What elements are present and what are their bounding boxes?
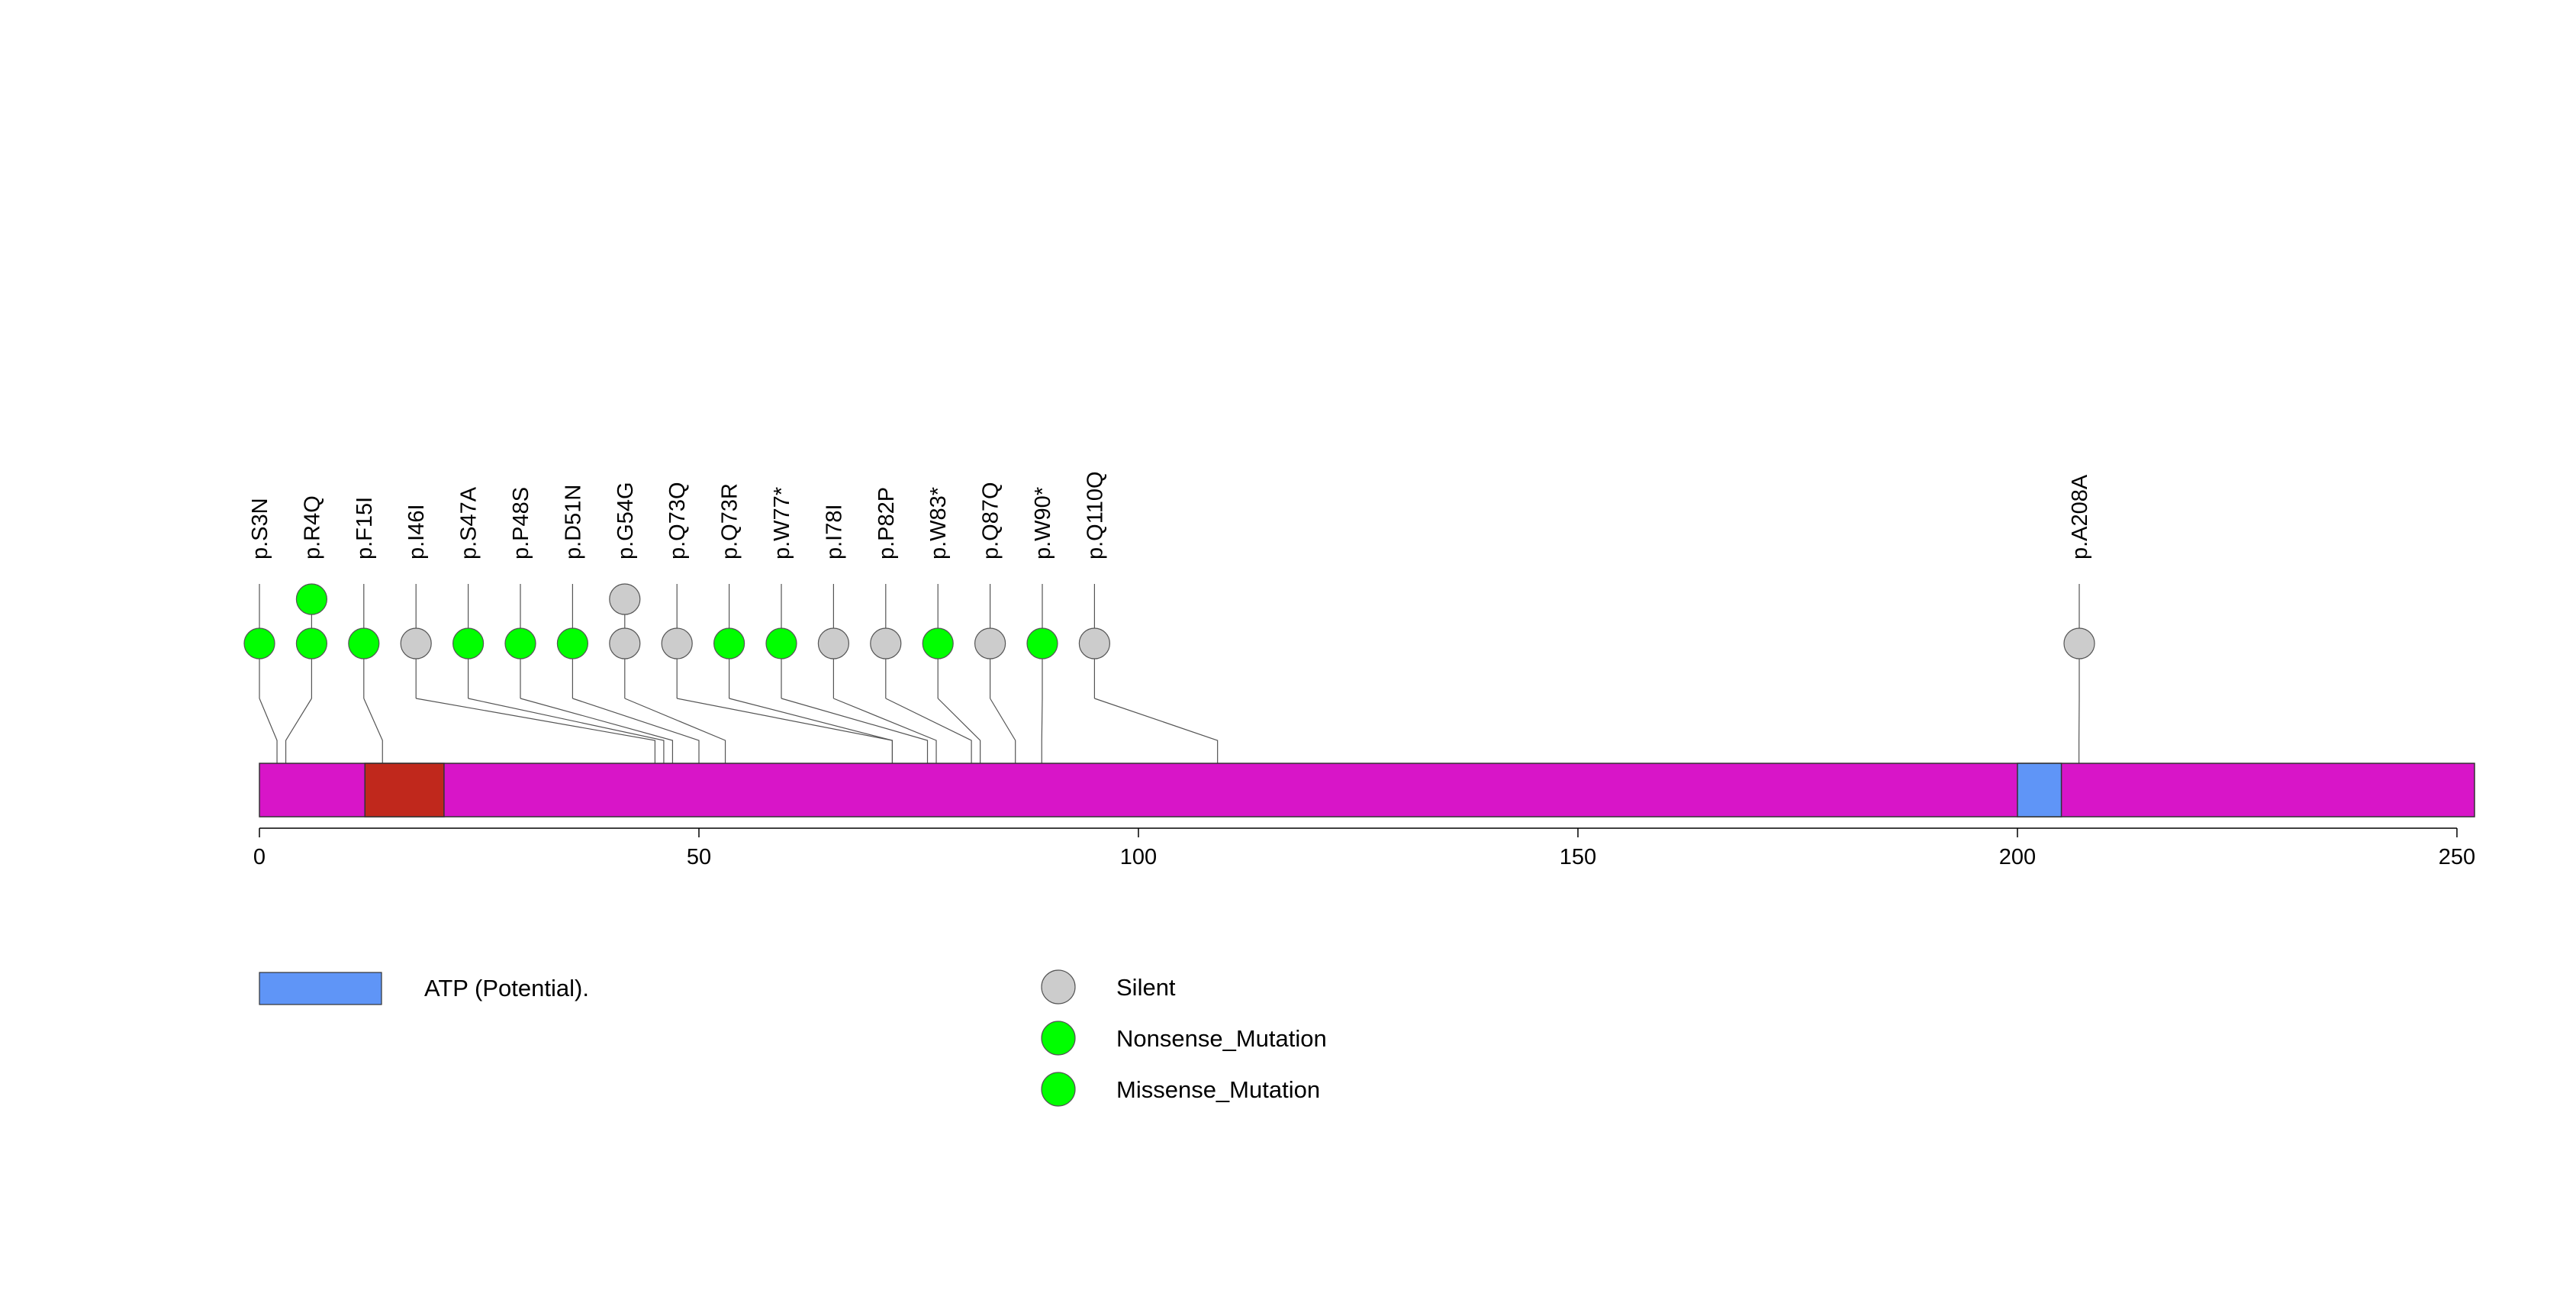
mutation-dot-13-0 — [922, 627, 954, 660]
mutation-lollipops — [243, 583, 2095, 660]
mutation-dot-1-1 — [295, 583, 327, 615]
legend-mutation-dot-1 — [1041, 1021, 1076, 1056]
mutation-dot-11-0 — [817, 627, 850, 660]
mutation-label-0: p.S3N — [248, 498, 272, 560]
mutation-label-4: p.S47A — [457, 486, 481, 560]
x-axis: 0 50 100 150 200 250 — [253, 827, 2475, 869]
mutation-dot-14-0 — [974, 627, 1006, 660]
protein-backbone — [259, 763, 2475, 818]
mutation-dot-10-0 — [765, 627, 797, 660]
mutation-label-5: p.P48S — [509, 487, 533, 560]
mutation-dot-16-0 — [1078, 627, 1111, 660]
mutation-labels: p.S3N p.R4Q p.F15I p.I46I p.S47A p.P48S p.D51N… — [248, 471, 2092, 560]
mutation-label-16: p.Q110Q — [1083, 471, 1107, 560]
mutation-label-10: p.W77* — [770, 487, 794, 560]
mutation-label-1: p.R4Q — [300, 495, 324, 560]
x-tick-label-0: 0 — [253, 845, 266, 869]
legend-mutation-label-1: Nonsense_Mutation — [1116, 1025, 1327, 1052]
mutation-label-8: p.Q73Q — [665, 482, 690, 560]
protein-domain-1 — [2017, 763, 2062, 818]
mutation-label-15: p.W90* — [1031, 487, 1055, 560]
mutation-dot-7-1 — [609, 583, 641, 615]
mutation-label-12: p.P82P — [874, 487, 899, 560]
x-tick-label-50: 50 — [687, 845, 711, 869]
mutation-dot-17-0 — [2063, 627, 2095, 660]
mutation-dot-2-0 — [348, 627, 380, 660]
legend-mutation-dot-0 — [1041, 969, 1076, 1005]
mutation-dot-3-0 — [400, 627, 432, 660]
protein-track — [259, 763, 2475, 818]
mutation-label-17: p.A208A — [2068, 474, 2092, 560]
mutation-dot-9-0 — [713, 627, 745, 660]
mutation-dot-15-0 — [1026, 627, 1058, 660]
mutation-dot-8-0 — [661, 627, 693, 660]
mutation-label-6: p.D51N — [561, 485, 585, 560]
mutation-dot-4-0 — [452, 627, 485, 660]
x-tick-label-100: 100 — [1120, 845, 1157, 869]
x-tick-label-200: 200 — [1999, 845, 2036, 869]
mutation-dot-5-0 — [504, 627, 536, 660]
x-tick-label-250: 250 — [2439, 845, 2475, 869]
legend-domain-label-0: ATP (Potential). — [424, 975, 589, 1001]
mutation-label-11: p.I78I — [822, 504, 846, 560]
mutation-label-14: p.Q87Q — [979, 482, 1003, 560]
legend-mutation-label-2: Missense_Mutation — [1116, 1076, 1320, 1103]
mutation-dot-6-0 — [556, 627, 589, 660]
mutation-dot-12-0 — [870, 627, 902, 660]
protein-domain-0 — [364, 763, 445, 818]
legend: ATP (Potential). Silent Nonsense_Mutation M… — [259, 969, 1327, 1107]
mutation-dot-0-0 — [243, 627, 275, 660]
mutation-label-13: p.W83* — [926, 487, 951, 560]
mutation-dot-1-0 — [295, 627, 327, 660]
legend-mutation-dot-2 — [1041, 1072, 1076, 1107]
mutation-dot-7-0 — [609, 627, 641, 660]
mutation-label-2: p.F15I — [353, 497, 377, 560]
legend-mutation-label-0: Silent — [1116, 974, 1176, 1001]
legend-domain-swatch-0 — [259, 972, 382, 1005]
mutation-label-3: p.I46I — [404, 504, 429, 560]
mutation-label-7: p.G54G — [613, 482, 638, 560]
mutation-label-9: p.Q73R — [718, 483, 742, 560]
x-tick-label-150: 150 — [1560, 845, 1596, 869]
